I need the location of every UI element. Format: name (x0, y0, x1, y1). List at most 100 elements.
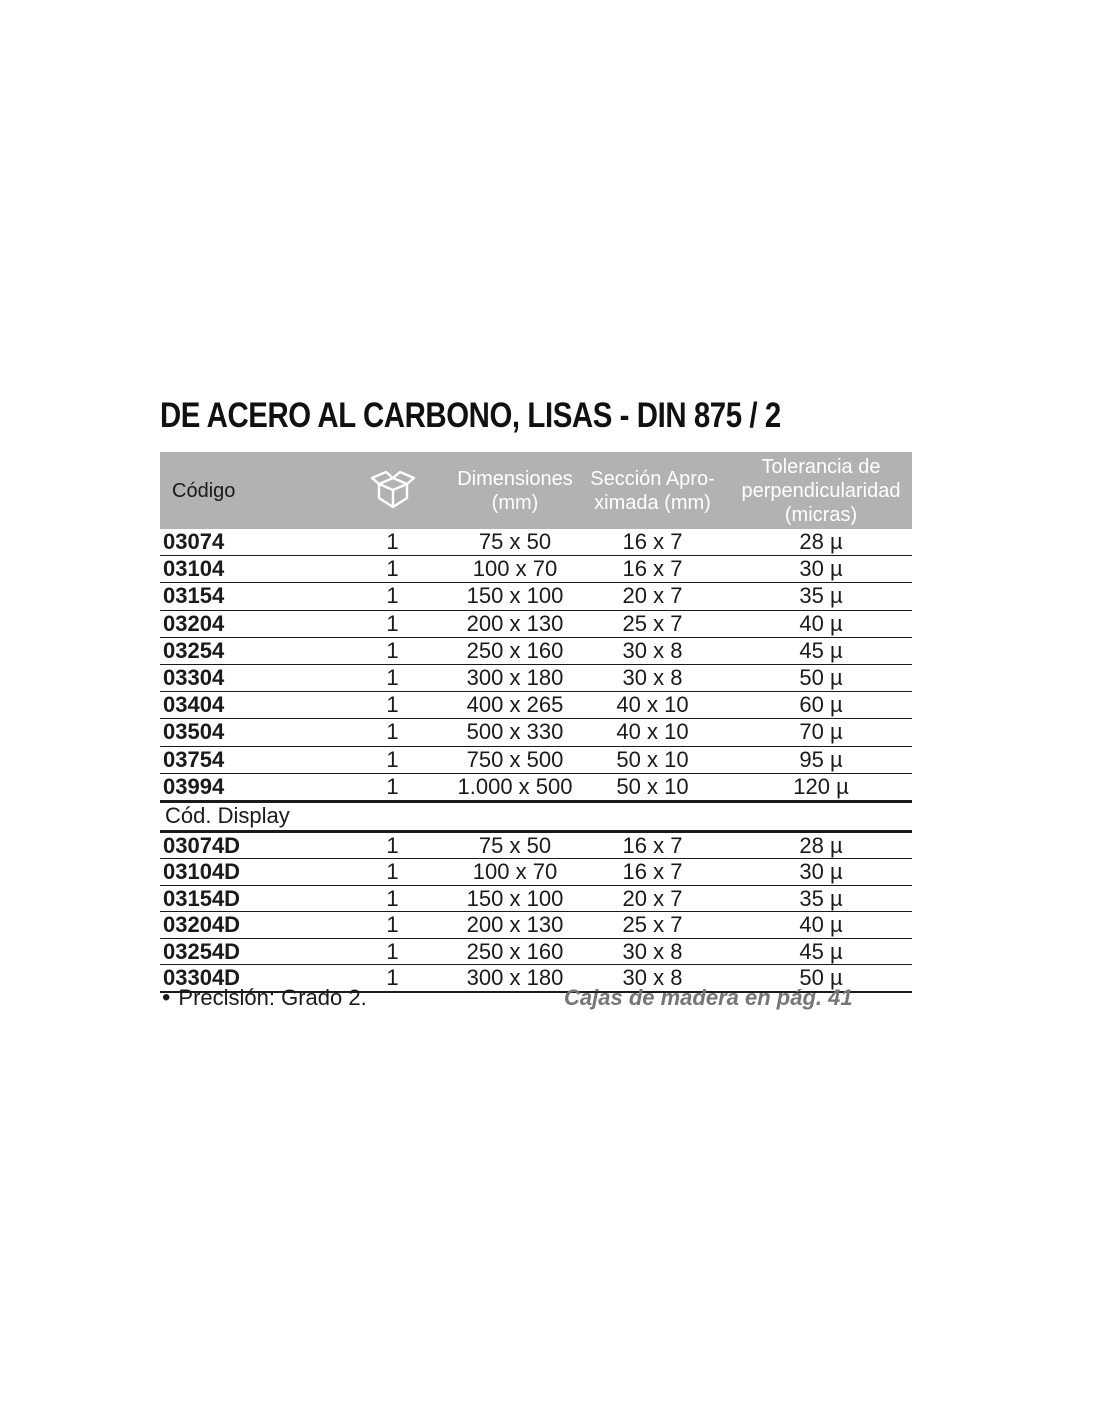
dimensions-cell: 150 x 100 (466, 885, 564, 911)
tolerance-cell: 30 µ (799, 556, 843, 582)
tolerance-cell: 60 µ (799, 692, 843, 718)
section-cell: 20 x 7 (622, 885, 683, 911)
codigo-cell: 03154 (163, 583, 225, 609)
tolerance-cell: 28 µ (799, 832, 843, 858)
reference-note: Cajas de madera en pág. 41 (564, 985, 853, 1010)
qty-cell: 1 (386, 912, 399, 938)
qty-cell: 1 (386, 556, 399, 582)
tolerance-cell: 70 µ (799, 719, 843, 745)
codigo-cell: 03254D (163, 938, 241, 964)
dimensions-cell: 250 x 160 (466, 938, 564, 964)
table-row: 03104 1 100 x 70 16 x 7 30 µ (160, 556, 912, 584)
tolerance-cell: 95 µ (799, 746, 843, 772)
codigo-cell: 03304D (163, 965, 241, 991)
header-section: Sección Apro- ximada (mm) (590, 467, 715, 514)
qty-cell: 1 (386, 583, 399, 609)
codigo-cell: 03104 (163, 556, 225, 582)
table-row: 03994 1 1.000 x 500 50 x 10 120 µ (160, 774, 912, 803)
table-row: 03154D 1 150 x 100 20 x 7 35 µ (160, 886, 912, 913)
qty-cell: 1 (386, 665, 399, 691)
codigo-cell: 03504 (163, 719, 225, 745)
qty-cell: 1 (386, 719, 399, 745)
section-cell: 16 x 7 (622, 859, 683, 885)
header-tolerance: Tolerancia de perpendicularidad (micras) (741, 455, 901, 526)
table-row: 03754 1 750 x 500 50 x 10 95 µ (160, 747, 912, 774)
codigo-cell: 03104D (163, 859, 241, 885)
table-row: 03104D 1 100 x 70 16 x 7 30 µ (160, 859, 912, 886)
tolerance-cell: 35 µ (799, 583, 843, 609)
dimensions-cell: 300 x 180 (466, 965, 564, 991)
footer: • Precisión: Grado 2. Cajas de madera en… (160, 985, 912, 1015)
section-cell: 20 x 7 (622, 583, 683, 609)
section-cell: 25 x 7 (622, 912, 683, 938)
qty-cell: 1 (386, 832, 399, 858)
qty-cell: 1 (386, 637, 399, 663)
table-row: 03154 1 150 x 100 20 x 7 35 µ (160, 583, 912, 611)
qty-cell: 1 (386, 965, 399, 991)
qty-cell: 1 (386, 610, 399, 636)
codigo-cell: 03304 (163, 665, 225, 691)
tolerance-cell: 45 µ (799, 938, 843, 964)
precision-note: • Precisión: Grado 2. (162, 985, 367, 1011)
tolerance-cell: 50 µ (799, 665, 843, 691)
package-box-icon (370, 470, 415, 508)
codigo-cell: 03154D (163, 885, 241, 911)
page-title: DE ACERO AL CARBONO, LISAS - DIN 875 / 2 (160, 396, 781, 435)
dimensions-cell: 75 x 50 (478, 529, 552, 555)
table-header: Código Dimensiones (mm) Sección Apro- xi… (160, 452, 912, 529)
dimensions-cell: 500 x 330 (466, 719, 564, 745)
section-cell: 30 x 8 (622, 965, 683, 991)
tolerance-cell: 50 µ (799, 965, 843, 991)
table-body-display: 03074D 1 75 x 50 16 x 7 28 µ 03104D 1 100 x 70 1… (160, 833, 912, 993)
table-row: 03204 1 200 x 130 25 x 7 40 µ (160, 611, 912, 638)
precision-text: Precisión: Grado 2. (178, 985, 367, 1010)
table-row: 03204D 1 200 x 130 25 x 7 40 µ (160, 912, 912, 939)
qty-cell: 1 (386, 938, 399, 964)
dimensions-cell: 300 x 180 (466, 665, 564, 691)
section-cell: 30 x 8 (622, 938, 683, 964)
qty-cell: 1 (386, 529, 399, 555)
tolerance-cell: 120 µ (793, 773, 849, 799)
section-cell: 16 x 7 (622, 556, 683, 582)
section-cell: 30 x 8 (622, 665, 683, 691)
dimensions-cell: 75 x 50 (478, 832, 552, 858)
dimensions-cell: 150 x 100 (466, 583, 564, 609)
section-cell: 40 x 10 (616, 719, 689, 745)
table-row: 03074D 1 75 x 50 16 x 7 28 µ (160, 833, 912, 860)
qty-cell: 1 (386, 692, 399, 718)
header-codigo: Código (172, 479, 236, 502)
codigo-cell: 03074D (163, 832, 241, 858)
section-cell: 16 x 7 (622, 832, 683, 858)
codigo-cell: 03404 (163, 692, 225, 718)
product-table: Código Dimensiones (mm) Sección Apro- xi… (160, 452, 912, 993)
tolerance-cell: 40 µ (799, 610, 843, 636)
dimensions-cell: 400 x 265 (466, 692, 564, 718)
bullet-icon: • (162, 984, 171, 1011)
dimensions-cell: 100 x 70 (472, 556, 558, 582)
table-body-main: 03074 1 75 x 50 16 x 7 28 µ 03104 1 100 x 70 16 … (160, 529, 912, 803)
qty-cell: 1 (386, 773, 399, 799)
table-row: 03304D 1 300 x 180 30 x 8 50 µ (160, 965, 912, 993)
section-cell: 50 x 10 (616, 746, 689, 772)
section-label: Cód. Display (165, 803, 290, 829)
table-row: 03404 1 400 x 265 40 x 10 60 µ (160, 692, 912, 720)
table-row: 03074 1 75 x 50 16 x 7 28 µ (160, 529, 912, 557)
section-cell: 16 x 7 (622, 529, 683, 555)
codigo-cell: 03204D (163, 912, 241, 938)
codigo-cell: 03994 (163, 773, 225, 799)
section-cell: 50 x 10 (616, 773, 689, 799)
dimensions-cell: 200 x 130 (466, 912, 564, 938)
table-row: 03504 1 500 x 330 40 x 10 70 µ (160, 719, 912, 747)
qty-cell: 1 (386, 746, 399, 772)
section-cell: 25 x 7 (622, 610, 683, 636)
tolerance-cell: 40 µ (799, 912, 843, 938)
dimensions-cell: 1.000 x 500 (457, 773, 573, 799)
qty-cell: 1 (386, 859, 399, 885)
header-dimensions: Dimensiones (mm) (457, 467, 573, 514)
dimensions-cell: 250 x 160 (466, 637, 564, 663)
dimensions-cell: 750 x 500 (466, 746, 564, 772)
section-label-row: Cód. Display (160, 803, 912, 833)
header-packaging (330, 468, 455, 514)
tolerance-cell: 35 µ (799, 885, 843, 911)
